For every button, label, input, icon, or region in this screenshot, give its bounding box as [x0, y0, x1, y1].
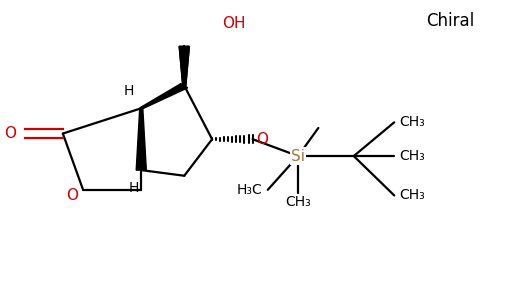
Text: Si: Si	[291, 149, 305, 164]
Text: CH₃: CH₃	[399, 149, 425, 163]
Text: H: H	[123, 84, 134, 99]
Text: O: O	[257, 132, 269, 147]
Polygon shape	[179, 46, 189, 86]
Text: Chiral: Chiral	[426, 12, 474, 30]
Text: O: O	[4, 126, 16, 141]
Text: CH₃: CH₃	[399, 115, 425, 129]
Text: OH: OH	[222, 16, 246, 32]
Text: H₃C: H₃C	[237, 183, 263, 197]
Polygon shape	[140, 84, 188, 109]
Text: CH₃: CH₃	[399, 188, 425, 202]
Polygon shape	[179, 46, 189, 86]
Text: CH₃: CH₃	[285, 195, 311, 209]
Polygon shape	[136, 108, 146, 170]
Text: O: O	[66, 188, 78, 203]
Text: H: H	[129, 181, 139, 195]
